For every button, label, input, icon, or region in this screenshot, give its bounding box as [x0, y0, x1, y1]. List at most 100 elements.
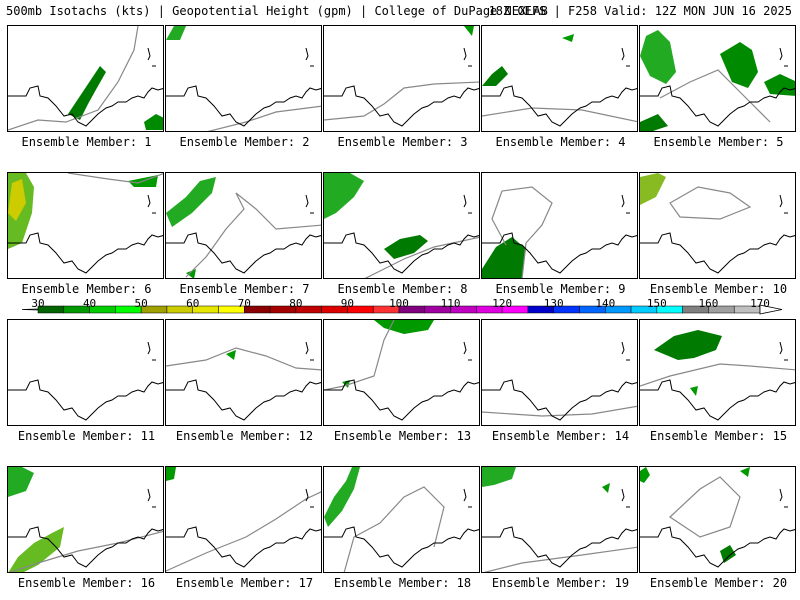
coastline [324, 526, 479, 568]
map-panel-member-8 [323, 172, 480, 279]
isotach-shading [640, 467, 650, 483]
isotach-shading [166, 26, 186, 40]
height-contour [482, 107, 637, 123]
isotach-shading [68, 66, 106, 120]
colorbar-tick-label: 60 [186, 297, 200, 310]
colorbar-tick-label: 80 [289, 297, 303, 310]
height-contour [8, 26, 139, 131]
height-contour [207, 105, 321, 131]
colorbar-tick-label: 130 [543, 297, 564, 310]
coastline [640, 85, 795, 127]
map-panel-member-14 [481, 319, 638, 426]
map-panel-member-12 [165, 319, 322, 426]
coastline [324, 232, 479, 274]
height-contour [324, 81, 479, 121]
ensemble-member-label: Ensemble Member: 20 [649, 576, 788, 590]
isotach-shading [8, 179, 26, 221]
coastline [640, 526, 795, 568]
map-panel-member-3 [323, 25, 480, 132]
isotach-shading [482, 237, 526, 278]
coastline-fragment [305, 194, 309, 208]
isotach-shading [720, 42, 758, 88]
colorbar-tick-label: 30 [31, 297, 45, 310]
coastline-fragment [621, 194, 625, 208]
header-title: 500mb Isotachs (kts) | Geopotential Heig… [6, 4, 548, 18]
height-contour [483, 546, 637, 572]
header-run-info: 18Z GEFS | F258 Valid: 12Z MON JUN 16 20… [488, 4, 792, 18]
map-panel-member-13 [323, 319, 480, 426]
isotach-shading [740, 467, 750, 477]
coastline [8, 379, 163, 421]
colorbar-tick-label: 150 [646, 297, 667, 310]
height-contour [9, 530, 163, 572]
ensemble-member-label: Ensemble Member: 2 [179, 135, 310, 149]
map-panel-member-10 [639, 172, 796, 279]
height-contour [67, 173, 163, 184]
coastline [166, 526, 321, 568]
coastline-fragment [779, 194, 783, 208]
colorbar-tick-label: 40 [82, 297, 97, 310]
coastline-fragment [621, 341, 625, 355]
isotach-shading [464, 26, 474, 36]
coastline-fragment [779, 488, 783, 502]
colorbar-right-arrow [759, 304, 783, 315]
map-panel-member-19 [481, 466, 638, 573]
isotach-shading [324, 173, 364, 219]
map-panel-member-18 [323, 466, 480, 573]
ensemble-member-label: Ensemble Member: 10 [649, 282, 788, 296]
coastline-fragment [463, 488, 467, 502]
coastline [324, 379, 479, 421]
map-panel-member-15 [639, 319, 796, 426]
height-contour [166, 491, 321, 572]
coastline-fragment [147, 47, 151, 61]
ensemble-member-label: Ensemble Member: 11 [17, 429, 156, 443]
ensemble-member-label: Ensemble Member: 17 [175, 576, 314, 590]
height-contour [166, 347, 321, 371]
height-contour [669, 186, 752, 220]
isotach-shading [166, 467, 176, 481]
map-panel-member-9 [481, 172, 638, 279]
coastline-fragment [463, 47, 467, 61]
ensemble-member-label: Ensemble Member: 6 [21, 282, 152, 296]
isotach-shading [374, 320, 434, 334]
colorbar-tick-label: 140 [595, 297, 616, 310]
ensemble-member-label: Ensemble Member: 8 [337, 282, 468, 296]
height-contour [185, 192, 321, 278]
ensemble-member-label: Ensemble Member: 15 [649, 429, 788, 443]
coastline-fragment [621, 47, 625, 61]
colorbar-tick-label: 100 [389, 297, 409, 310]
coastline-fragment [305, 47, 309, 61]
map-panel-member-7 [165, 172, 322, 279]
coastline [8, 526, 163, 568]
colorbar-tick-label: 120 [492, 297, 513, 310]
ensemble-member-label: Ensemble Member: 3 [337, 135, 468, 149]
height-contour [640, 363, 795, 387]
colorbar-tick-label: 50 [134, 297, 148, 310]
isotach-shading [144, 114, 163, 130]
map-panel-member-5 [639, 25, 796, 132]
map-panel-member-16 [7, 466, 164, 573]
coastline-fragment [779, 341, 783, 355]
coastline [166, 379, 321, 421]
map-panel-member-4 [481, 25, 638, 132]
colorbar-tick-label: 160 [698, 297, 719, 310]
isotach-shading [482, 66, 508, 86]
colorbar-tick-label: 90 [340, 297, 355, 310]
height-contour [482, 405, 637, 417]
coastline-fragment [305, 488, 309, 502]
ensemble-member-label: Ensemble Member: 14 [491, 429, 630, 443]
colorbar-tick-label: 110 [440, 297, 461, 310]
coastline-fragment [779, 47, 783, 61]
ensemble-member-label: Ensemble Member: 12 [175, 429, 314, 443]
ensemble-member-label: Ensemble Member: 7 [179, 282, 310, 296]
coastline-fragment [305, 341, 309, 355]
isotach-shading [690, 386, 698, 396]
height-contour [343, 486, 445, 572]
coastline [8, 85, 163, 127]
ensemble-member-label: Ensemble Member: 9 [495, 282, 626, 296]
coastline-fragment [147, 194, 151, 208]
isotach-shading [640, 30, 676, 84]
ensemble-member-label: Ensemble Member: 18 [333, 576, 472, 590]
isotach-shading [8, 467, 34, 497]
coastline-fragment [147, 341, 151, 355]
